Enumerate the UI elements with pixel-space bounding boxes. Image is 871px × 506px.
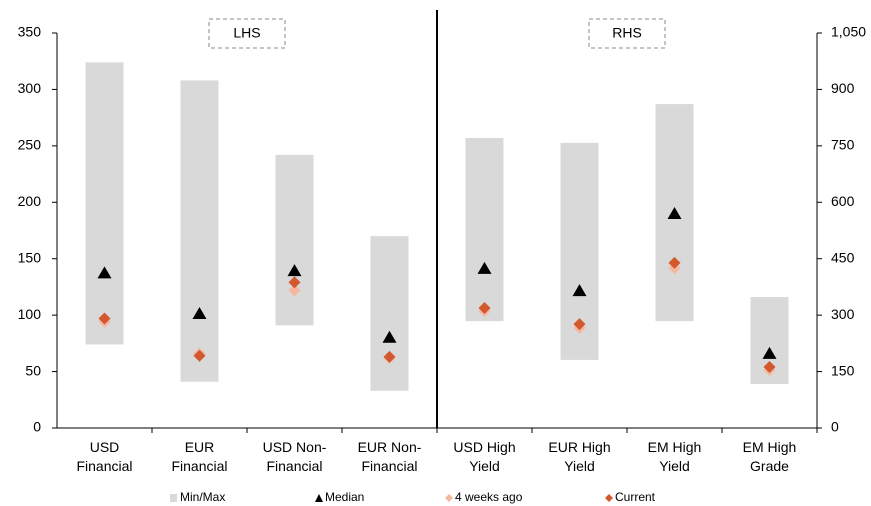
y-tick-label: 350 [18, 24, 42, 40]
range-bar [465, 137, 504, 322]
y-tick-label: 0 [33, 419, 41, 435]
median-marker [572, 284, 587, 297]
median-marker [762, 346, 777, 359]
y-tick-label: 50 [25, 362, 41, 378]
diamond-marker [763, 361, 776, 374]
y-tick-label: 750 [831, 137, 855, 153]
legend: Min/Max Median 4 weeks ago Current [170, 490, 656, 504]
panel-label-box: LHS [208, 18, 286, 49]
legend-swatch [170, 494, 177, 502]
y-tick-label: 250 [18, 137, 42, 153]
y-tick-label: 150 [18, 249, 42, 265]
x-tick-label: EUR Non-Financial [358, 439, 422, 474]
x-tick-label: USD High Yield [453, 439, 515, 474]
x-tick-label: USD Financial [76, 439, 132, 474]
range-bar [370, 236, 409, 391]
legend-label: Min/Max [180, 490, 225, 504]
panel-label: LHS [233, 25, 260, 41]
x-tick-label: USD Non-Financial [263, 439, 327, 474]
x-tick-label: EUR High Yield [548, 439, 610, 474]
median-marker [667, 206, 682, 219]
legend-swatch [605, 494, 613, 502]
y-tick-label: 450 [831, 249, 855, 265]
x-tick-label: EUR Financial [171, 439, 227, 474]
legend-label: Current [615, 490, 656, 504]
legend-label: Median [325, 490, 364, 504]
diamond-marker [193, 349, 206, 362]
y-tick-label: 100 [18, 306, 42, 322]
diamond-marker [98, 312, 111, 325]
legend-label: 4 weeks ago [455, 490, 523, 504]
median-marker [287, 264, 302, 277]
median-marker [192, 307, 207, 320]
y-tick-label: 1,050 [831, 24, 866, 40]
legend-swatch [445, 494, 453, 502]
x-tick-label: EM High Yield [648, 439, 702, 474]
median-marker [382, 330, 397, 343]
range-bar [85, 62, 124, 345]
y-tick-label: 300 [831, 306, 855, 322]
legend-swatch [315, 494, 323, 502]
diamond-marker [288, 276, 301, 289]
y-tick-label: 0 [831, 419, 839, 435]
y-tick-label: 200 [18, 193, 42, 209]
median-marker [97, 266, 112, 279]
diamond-marker [383, 350, 396, 363]
y-tick-label: 150 [831, 362, 855, 378]
diamond-marker [478, 301, 491, 314]
label-box [588, 18, 666, 49]
diamond-marker [668, 256, 681, 269]
range-bar [275, 154, 314, 326]
median-marker [477, 261, 492, 274]
y-tick-label: 300 [18, 80, 42, 96]
y-tick-label: 600 [831, 193, 855, 209]
panel-label-box: RHS [588, 18, 666, 49]
diamond-marker [288, 284, 301, 297]
diamond-marker [573, 318, 586, 331]
panel-label: RHS [612, 25, 642, 41]
y-tick-label: 900 [831, 80, 855, 96]
range-bar [180, 80, 219, 382]
x-tick-label: EM High Grade [743, 439, 797, 474]
label-box [208, 18, 286, 49]
